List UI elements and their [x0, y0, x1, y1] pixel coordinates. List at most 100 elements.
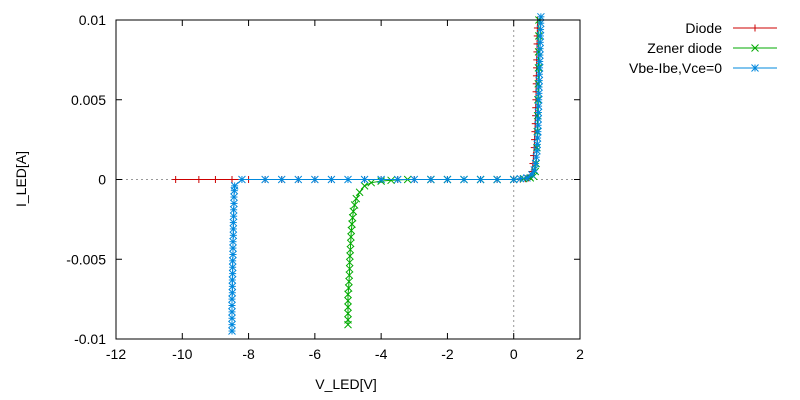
marker-stroke — [533, 140, 542, 149]
marker-stroke — [460, 175, 468, 184]
x-tick-label: -6 — [309, 346, 322, 362]
data-point — [427, 175, 435, 184]
marker-stroke — [228, 320, 236, 329]
data-point — [534, 95, 543, 104]
marker-stroke — [346, 245, 355, 254]
legend-label: Diode — [685, 20, 722, 36]
data-point — [410, 175, 419, 184]
legend-marker — [751, 64, 759, 72]
marker-stroke — [536, 32, 545, 40]
data-point — [360, 182, 369, 190]
data-point — [345, 258, 354, 267]
marker-stroke — [347, 233, 355, 241]
marker-stroke — [533, 134, 542, 142]
marker-stroke — [534, 115, 543, 123]
marker-stroke — [509, 175, 518, 184]
series-line — [231, 16, 542, 332]
data-point — [230, 193, 238, 201]
data-point — [533, 24, 541, 32]
data-point — [228, 176, 236, 183]
marker-stroke — [277, 175, 286, 184]
data-point — [377, 175, 385, 184]
data-point — [348, 220, 356, 229]
y-tick-label: 0.01 — [79, 12, 106, 28]
y-tick-label: -0.01 — [74, 331, 106, 347]
marker-stroke — [311, 175, 319, 184]
data-point — [523, 174, 531, 182]
data-point — [533, 134, 542, 142]
data-point — [228, 301, 236, 310]
data-point — [534, 115, 543, 123]
data-point — [352, 194, 361, 203]
series-vbe-ibe-vce-0 — [228, 12, 545, 335]
data-point — [172, 176, 180, 183]
marker-stroke — [345, 277, 353, 286]
marker-stroke — [344, 296, 352, 305]
data-point — [349, 207, 358, 216]
data-point — [536, 32, 545, 40]
data-point — [536, 38, 545, 47]
marker-stroke — [344, 284, 353, 292]
x-axis-label: V_LED[V] — [315, 376, 376, 392]
data-point — [228, 295, 236, 303]
data-point — [238, 175, 246, 184]
marker-stroke — [534, 102, 543, 110]
marker-stroke — [350, 201, 359, 209]
data-point — [443, 175, 452, 184]
marker-stroke — [294, 175, 303, 184]
data-point — [535, 57, 544, 66]
marker-stroke — [532, 153, 541, 162]
data-point — [261, 175, 269, 184]
legend-marker — [751, 44, 759, 52]
marker-stroke — [344, 175, 352, 184]
data-point — [228, 256, 237, 265]
data-point — [509, 175, 518, 184]
marker-stroke — [344, 309, 352, 318]
marker-stroke — [228, 269, 237, 278]
x-tick-label: 2 — [576, 346, 584, 362]
marker-stroke — [228, 263, 237, 272]
marker-stroke — [536, 51, 544, 59]
data-point — [536, 44, 544, 53]
marker-stroke — [348, 213, 357, 222]
marker-stroke — [360, 182, 369, 190]
marker-stroke — [531, 159, 540, 168]
data-point — [228, 282, 237, 291]
series-diode — [172, 16, 542, 183]
data-point — [534, 127, 542, 136]
marker-stroke — [327, 175, 336, 184]
data-point — [360, 175, 369, 184]
data-point — [530, 166, 539, 174]
x-tick-label: -2 — [441, 346, 454, 362]
marker-stroke — [410, 175, 419, 184]
data-point — [294, 175, 303, 184]
x-tick-label: -8 — [242, 346, 255, 362]
marker-stroke — [229, 205, 238, 214]
data-point — [311, 175, 319, 184]
data-point — [228, 320, 236, 329]
data-point — [367, 178, 376, 187]
data-point — [346, 252, 354, 260]
data-point — [531, 159, 540, 168]
marker-stroke — [228, 295, 236, 303]
marker-stroke — [536, 19, 545, 28]
data-point — [230, 199, 238, 208]
data-point — [535, 83, 543, 91]
legend-label: Zener diode — [647, 40, 722, 56]
marker-stroke — [534, 108, 543, 117]
data-point — [345, 277, 353, 286]
marker-stroke — [230, 199, 238, 208]
marker-stroke — [751, 64, 759, 72]
data-point — [195, 176, 203, 183]
data-point — [536, 51, 544, 59]
y-tick-label: 0 — [98, 172, 106, 188]
marker-stroke — [344, 290, 352, 299]
data-point — [229, 225, 238, 233]
marker-stroke — [536, 44, 544, 53]
marker-stroke — [229, 250, 237, 259]
y-axis-label: I_LED[A] — [13, 151, 29, 207]
marker-stroke — [535, 63, 544, 72]
marker-stroke — [537, 12, 545, 21]
legend: Diode Zener diode Vbe-Ibe,Vce=0 — [629, 20, 777, 76]
data-point — [229, 244, 237, 252]
